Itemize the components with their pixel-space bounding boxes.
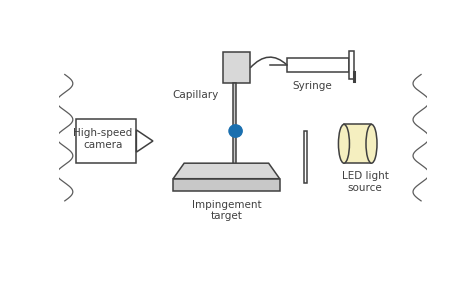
Bar (76, 119, 137, 163)
Ellipse shape (229, 125, 242, 137)
Ellipse shape (366, 124, 377, 163)
Bar (303, 131, 307, 183)
Polygon shape (173, 179, 280, 191)
Bar (223, 52, 250, 83)
Text: Impingement
target: Impingement target (191, 200, 261, 221)
Bar (344, 124, 372, 163)
Text: Syringe: Syringe (292, 81, 332, 91)
Text: Capillary: Capillary (173, 90, 219, 100)
Bar (287, 58, 349, 72)
Bar (233, 83, 236, 190)
Polygon shape (137, 130, 153, 152)
Bar (349, 51, 354, 79)
Text: High-speed
camera: High-speed camera (73, 128, 133, 149)
Text: LED light
source: LED light source (342, 171, 389, 193)
Ellipse shape (338, 124, 349, 163)
Polygon shape (173, 163, 280, 179)
